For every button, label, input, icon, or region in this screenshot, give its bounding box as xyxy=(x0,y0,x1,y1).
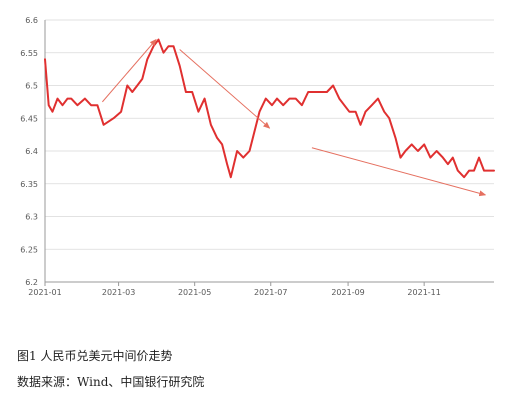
x-tick-label: 2021-09 xyxy=(331,288,364,297)
data-source-note: 数据来源：Wind、中国银行研究院 xyxy=(17,375,205,389)
series-line xyxy=(44,38,495,179)
y-tick-label: 6.2 xyxy=(25,278,38,287)
y-tick-label: 6.5 xyxy=(25,82,38,91)
axes xyxy=(44,20,494,286)
series-lines xyxy=(44,38,495,179)
figure-caption: 图1 人民币兑美元中间价走势 xyxy=(17,349,173,363)
y-tick-label: 6.35 xyxy=(20,180,38,189)
x-tick-label: 2021-07 xyxy=(254,288,287,297)
trend-arrow xyxy=(311,147,487,197)
gridlines xyxy=(45,19,494,250)
x-tick-label: 2021-01 xyxy=(28,288,61,297)
x-tick-label: 2021-03 xyxy=(102,288,135,297)
y-tick-labels: 6.2 6.25 6.3 6.35 6.4 6.45 6.5 6.55 6.6 xyxy=(20,16,38,287)
x-tick-label: 2021-05 xyxy=(178,288,211,297)
trend-arrows xyxy=(101,38,487,197)
trend-arrow xyxy=(101,38,157,103)
x-tick-labels: 2021-01 2021-03 2021-05 2021-07 2021-09 2021-… xyxy=(28,288,441,297)
y-tick-label: 6.6 xyxy=(25,16,38,25)
trend-arrow xyxy=(179,49,271,129)
chart: 6.26.256.36.356.46.456.56.556.6 2021-01 2… xyxy=(20,16,495,297)
y-tick-label: 6.25 xyxy=(20,245,38,254)
y-tick-label: 6.45 xyxy=(20,114,38,123)
x-tick-label: 2021-11 xyxy=(407,288,440,297)
y-tick-label: 6.4 xyxy=(25,147,38,156)
y-tick-label: 6.55 xyxy=(20,49,38,58)
y-tick-label: 6.3 xyxy=(25,213,38,222)
